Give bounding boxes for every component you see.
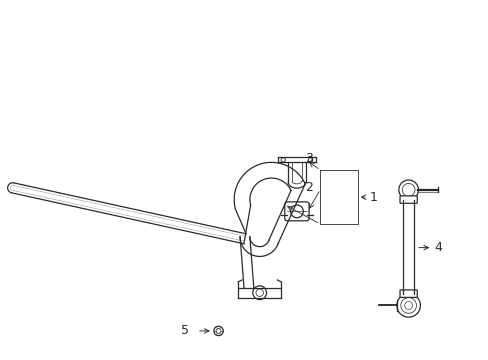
FancyBboxPatch shape <box>399 290 416 297</box>
Text: 4: 4 <box>433 241 441 254</box>
Text: 3: 3 <box>304 152 312 165</box>
Text: 1: 1 <box>369 191 377 204</box>
Text: 5: 5 <box>181 324 189 337</box>
FancyBboxPatch shape <box>399 196 416 203</box>
Text: 2: 2 <box>304 181 312 194</box>
FancyBboxPatch shape <box>284 202 308 221</box>
